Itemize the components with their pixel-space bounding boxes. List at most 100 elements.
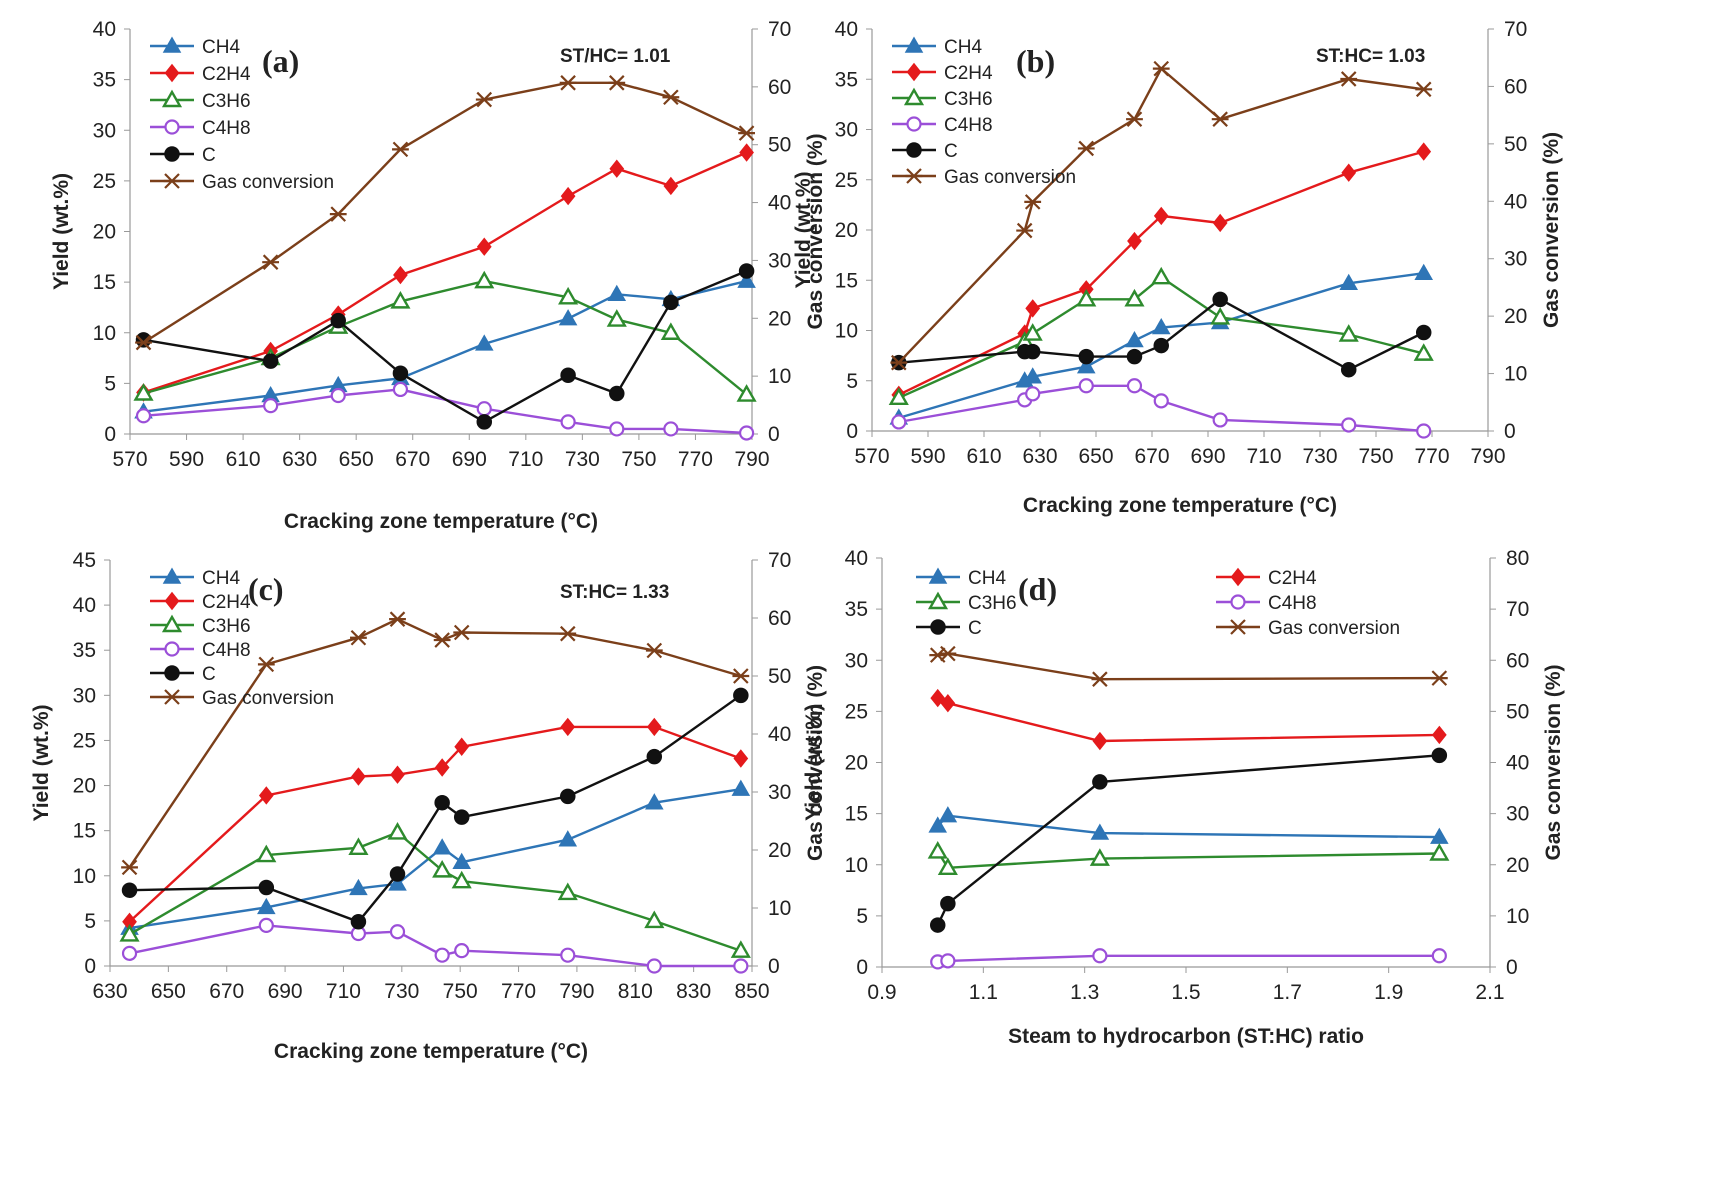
legend-marker bbox=[164, 146, 180, 162]
legend-item: C3H6 bbox=[916, 591, 1017, 614]
y-tick-label: 5 bbox=[856, 905, 868, 928]
data-point bbox=[888, 387, 909, 406]
data-point bbox=[1125, 331, 1144, 348]
legend-marker bbox=[906, 116, 922, 132]
data-point bbox=[738, 263, 755, 279]
legend-label: CH4 bbox=[202, 568, 240, 589]
data-point bbox=[256, 844, 277, 863]
data-point bbox=[329, 206, 347, 222]
data-point bbox=[1126, 111, 1143, 127]
x-tick-label: 850 bbox=[734, 980, 769, 1003]
data-point bbox=[1077, 140, 1095, 157]
x-tick-label: 0.9 bbox=[867, 981, 896, 1004]
data-point bbox=[1126, 378, 1143, 394]
data-point bbox=[738, 125, 755, 141]
legend-label: C4H8 bbox=[1268, 593, 1317, 614]
y-axis-title: Yield (wt.%) bbox=[802, 704, 825, 821]
data-point bbox=[474, 334, 494, 351]
series-c4h8 bbox=[930, 948, 1447, 970]
legend-marker bbox=[161, 89, 183, 108]
data-point bbox=[1416, 142, 1432, 161]
x-tick-label: 750 bbox=[1358, 445, 1393, 468]
data-point bbox=[737, 271, 756, 288]
legend-item: C4H8 bbox=[150, 118, 251, 139]
series-c3h6 bbox=[927, 841, 1450, 876]
y-tick-label: 10 bbox=[73, 865, 96, 888]
y-axis-title: Yield (wt.%) bbox=[50, 173, 73, 290]
data-point bbox=[1413, 343, 1434, 361]
data-point bbox=[929, 917, 946, 933]
data-point bbox=[927, 841, 948, 859]
series-line bbox=[936, 814, 1440, 839]
data-point bbox=[1078, 378, 1094, 394]
x-tick-label: 730 bbox=[1302, 445, 1337, 468]
data-point bbox=[1092, 774, 1108, 790]
data-point bbox=[1022, 323, 1043, 341]
legend-marker bbox=[162, 567, 182, 584]
data-point bbox=[645, 793, 664, 810]
x-tick-label: 650 bbox=[1078, 445, 1113, 468]
y-tick-label: 5 bbox=[104, 372, 116, 395]
y-tick-label: 10 bbox=[93, 322, 116, 345]
y2-tick-label: 40 bbox=[768, 723, 791, 746]
data-point bbox=[609, 421, 625, 437]
legend-marker bbox=[906, 142, 922, 158]
data-point bbox=[393, 265, 408, 285]
series-line bbox=[129, 788, 741, 930]
data-point bbox=[453, 624, 471, 641]
data-point bbox=[930, 688, 946, 708]
data-point bbox=[560, 788, 576, 805]
data-point bbox=[330, 387, 346, 404]
data-point bbox=[1024, 194, 1042, 210]
series-line bbox=[128, 831, 742, 952]
x-tick-label: 570 bbox=[112, 448, 147, 471]
data-point bbox=[733, 958, 749, 974]
legend-marker bbox=[164, 665, 180, 681]
legend-label: CH4 bbox=[968, 568, 1006, 589]
series-c3h6 bbox=[119, 822, 751, 958]
data-point bbox=[1016, 222, 1034, 239]
series-line bbox=[936, 754, 1440, 926]
legend-marker bbox=[164, 63, 180, 83]
legend-marker bbox=[1230, 567, 1246, 587]
series-c bbox=[135, 263, 755, 430]
y2-tick-label: 20 bbox=[768, 839, 791, 862]
y-tick-label: 40 bbox=[845, 547, 868, 570]
data-point bbox=[1090, 823, 1110, 840]
chart-panel-a: 570 590 610 630 650 670 690 710 730 750 770 7900510… bbox=[50, 18, 827, 533]
y2-tick-label: 50 bbox=[768, 665, 791, 688]
data-point bbox=[609, 385, 625, 402]
series-gas-conversion bbox=[135, 75, 755, 351]
y2-tick-label: 10 bbox=[1504, 363, 1527, 386]
data-point bbox=[1338, 324, 1359, 342]
legend-label: CH4 bbox=[944, 37, 982, 58]
y2-tick-label: 0 bbox=[1504, 420, 1516, 443]
legend-marker bbox=[162, 36, 182, 53]
legend-label: C4H8 bbox=[202, 118, 251, 139]
data-point bbox=[1091, 671, 1109, 687]
data-point bbox=[390, 765, 405, 784]
data-point bbox=[660, 322, 681, 340]
legend: CH4 C2H4 C3H6 C4H8 C Gas conversion bbox=[150, 36, 334, 193]
legend-marker bbox=[905, 168, 923, 184]
legend-marker bbox=[1230, 594, 1246, 610]
data-point bbox=[1339, 273, 1359, 291]
legend-label: C bbox=[202, 145, 216, 166]
series-line bbox=[937, 954, 1440, 964]
series-c2h4 bbox=[122, 717, 749, 931]
y-tick-label: 35 bbox=[845, 598, 868, 621]
data-point bbox=[389, 611, 406, 627]
legend-item: CH4 bbox=[150, 567, 240, 589]
data-point bbox=[262, 254, 280, 270]
legend-marker bbox=[164, 119, 180, 135]
y-tick-label: 25 bbox=[73, 729, 96, 752]
legend-label: Gas conversion bbox=[202, 172, 334, 193]
series-c bbox=[929, 747, 1448, 933]
series-ch4 bbox=[120, 779, 751, 935]
y-tick-label: 15 bbox=[73, 820, 96, 843]
data-point bbox=[1078, 348, 1095, 365]
legend-label: C4H8 bbox=[202, 640, 251, 661]
data-point bbox=[1431, 747, 1448, 764]
y2-tick-label: 60 bbox=[1506, 649, 1529, 672]
series-c2h4 bbox=[136, 143, 754, 402]
